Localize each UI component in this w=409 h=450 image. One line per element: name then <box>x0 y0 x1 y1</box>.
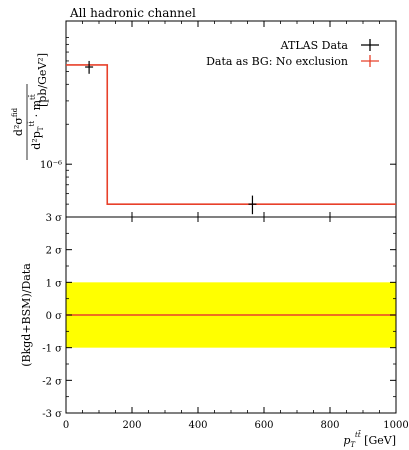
xtick-label: 800 <box>320 420 339 431</box>
bottom-ytick-label: 2 σ <box>46 246 63 257</box>
top-ylabel-units: [pb/GeV²] <box>36 53 49 107</box>
svg-text:d²pTtt̄ · mtt̄: d²pTtt̄ · mtt̄ <box>26 94 45 150</box>
chart-title: All hadronic channel <box>69 6 196 20</box>
xtick-label: 0 <box>63 420 69 431</box>
xtick-label: 400 <box>188 420 207 431</box>
legend-label: ATLAS Data <box>280 39 349 52</box>
legend-label: Data as BG: No exclusion <box>206 55 348 68</box>
bottom-ytick-label: 3 σ <box>46 213 63 224</box>
series-step-line <box>66 64 396 205</box>
bottom-ytick-label: 1 σ <box>46 278 63 289</box>
bottom-ytick-label: -3 σ <box>42 409 62 420</box>
bottom-ytick-label: 0 σ <box>46 311 63 322</box>
bottom-ytick-label: -2 σ <box>42 376 62 387</box>
xtick-label: 1000 <box>383 420 408 431</box>
svg-text:d²σfid: d²σfid <box>11 107 25 136</box>
top-ylabel: d²σfid d²pTtt̄ · mtt̄ <box>11 84 45 160</box>
xtick-label: 600 <box>254 420 273 431</box>
bottom-ytick-label: -1 σ <box>42 344 62 355</box>
bottom-ylabel: (Bkgd+BSM)/Data <box>20 263 33 367</box>
top-ytick-label: 10⁻⁶ <box>40 160 62 171</box>
x-axis-label: pTtt̄ [GeV] <box>343 429 396 449</box>
xtick-label: 200 <box>122 420 141 431</box>
